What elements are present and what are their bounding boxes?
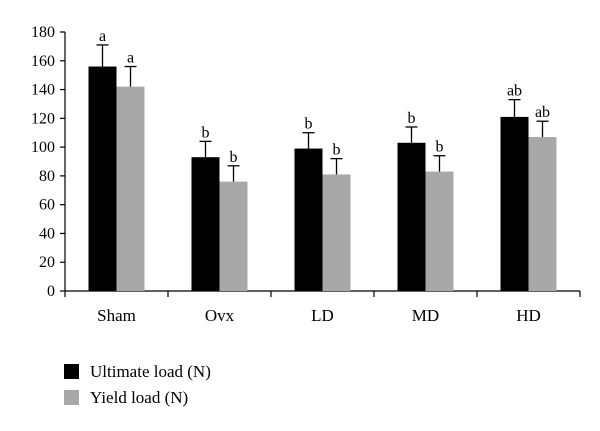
bar-ultimate-load: [294, 148, 323, 291]
y-ticks: 0 20 40 60 80 100 120 140 160 180: [31, 24, 65, 300]
y-tick-label: 140: [31, 82, 55, 99]
significance-label: ab: [535, 104, 550, 121]
significance-label: b: [436, 139, 444, 156]
bar-yield-load: [425, 171, 454, 291]
legend-label-ultimate-load: Ultimate load (N): [90, 362, 211, 381]
legend-swatch-ultimate-load: [64, 364, 79, 379]
y-tick-label: 80: [39, 168, 55, 185]
y-tick-label: 100: [31, 139, 55, 156]
significance-label: b: [333, 142, 341, 159]
significance-label: b: [305, 116, 313, 133]
legend: Ultimate load (N) Yield load (N): [64, 362, 211, 407]
error-bars: [96, 44, 549, 182]
legend-label-yield-load: Yield load (N): [90, 388, 188, 407]
category-label: Sham: [97, 306, 136, 325]
bar-yield-load: [322, 174, 351, 291]
bar-ultimate-load: [500, 116, 529, 292]
bar-ultimate-load: [88, 66, 117, 292]
legend-swatch-yield-load: [64, 390, 79, 405]
significance-label: b: [202, 124, 210, 141]
bar-yield-load: [528, 137, 557, 291]
bar-yield-load: [219, 181, 248, 291]
x-ticks: Sham Ovx LD MD HD: [64, 291, 581, 325]
significance-label: a: [127, 50, 134, 67]
significance-label: b: [408, 110, 416, 127]
category-label: MD: [412, 306, 439, 325]
significance-label: b: [230, 149, 238, 166]
category-label: LD: [311, 306, 334, 325]
category-label: HD: [516, 306, 541, 325]
bars: [88, 66, 557, 292]
y-tick-label: 180: [31, 24, 55, 41]
y-tick-label: 0: [47, 283, 55, 300]
significance-label: a: [99, 28, 106, 45]
y-tick-label: 160: [31, 53, 55, 70]
significance-label: ab: [507, 83, 522, 100]
y-tick-label: 40: [39, 225, 55, 242]
y-tick-label: 120: [31, 110, 55, 127]
y-tick-label: 20: [39, 254, 55, 271]
bar-yield-load: [116, 86, 145, 291]
category-label: Ovx: [205, 306, 235, 325]
y-tick-label: 60: [39, 197, 55, 214]
bar-ultimate-load: [397, 142, 426, 291]
bar-ultimate-load: [191, 157, 220, 291]
